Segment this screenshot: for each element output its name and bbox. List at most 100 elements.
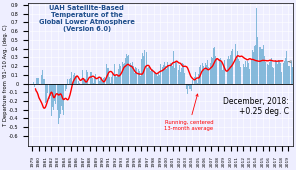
Bar (144, 49, 145, 83)
Bar (45, 83, 46, 103)
Bar (186, 83, 187, 84)
Bar (111, 77, 112, 83)
Bar (119, 64, 120, 83)
Bar (249, 61, 250, 83)
Bar (225, 57, 226, 83)
Bar (34, 83, 35, 87)
Bar (246, 67, 247, 83)
Bar (131, 65, 132, 83)
Bar (234, 44, 235, 83)
Bar (287, 61, 288, 83)
Bar (158, 72, 159, 83)
Bar (293, 64, 294, 83)
Bar (78, 81, 79, 83)
Bar (217, 63, 218, 83)
Bar (91, 72, 92, 83)
Bar (204, 70, 205, 83)
Bar (228, 56, 229, 83)
Bar (136, 67, 137, 83)
Bar (142, 53, 143, 83)
Bar (118, 69, 119, 83)
Bar (172, 66, 173, 83)
Bar (198, 74, 199, 83)
Bar (263, 45, 264, 83)
Bar (264, 56, 265, 83)
Bar (138, 69, 139, 83)
Bar (56, 83, 57, 100)
Bar (295, 53, 296, 83)
Bar (231, 51, 232, 83)
Bar (279, 61, 280, 83)
Bar (101, 77, 102, 83)
Bar (286, 51, 287, 83)
Bar (84, 79, 85, 83)
Bar (127, 56, 128, 83)
Bar (202, 69, 203, 83)
Bar (134, 73, 135, 83)
Bar (239, 61, 240, 83)
Bar (147, 68, 148, 83)
Bar (109, 77, 110, 83)
Bar (55, 83, 56, 104)
Bar (75, 76, 76, 83)
Bar (170, 60, 171, 83)
Bar (98, 78, 99, 83)
Bar (35, 83, 36, 85)
Bar (240, 67, 241, 83)
Bar (80, 81, 81, 83)
Bar (294, 59, 295, 83)
Bar (173, 52, 174, 83)
Bar (196, 80, 197, 83)
Bar (200, 65, 201, 83)
Bar (255, 45, 256, 83)
Bar (192, 80, 193, 83)
Bar (288, 66, 289, 83)
Bar (64, 83, 65, 98)
Bar (206, 65, 207, 83)
Bar (189, 83, 190, 89)
Bar (209, 67, 210, 83)
Bar (162, 67, 163, 83)
Bar (152, 69, 153, 83)
Bar (178, 74, 179, 83)
Bar (235, 44, 236, 83)
Bar (214, 47, 215, 83)
Bar (133, 66, 134, 83)
Bar (256, 8, 257, 83)
Bar (61, 83, 62, 106)
Bar (122, 62, 123, 83)
Bar (125, 58, 126, 83)
Bar (52, 83, 53, 107)
Bar (39, 83, 40, 86)
Bar (237, 51, 238, 83)
Text: UAH Satellite-Based
Temperature of the
Global Lower Atmosphere
(Version 6.0): UAH Satellite-Based Temperature of the G… (39, 5, 135, 32)
Bar (95, 74, 96, 83)
Bar (103, 78, 104, 83)
Bar (168, 65, 169, 83)
Bar (116, 77, 117, 83)
Bar (243, 64, 244, 83)
Bar (47, 83, 48, 93)
Bar (270, 60, 271, 83)
Bar (60, 83, 61, 114)
Bar (88, 74, 89, 83)
Bar (280, 63, 281, 83)
Bar (273, 69, 274, 83)
Bar (99, 81, 100, 83)
Bar (68, 83, 69, 84)
Bar (229, 59, 230, 83)
Bar (54, 83, 55, 101)
Bar (219, 59, 220, 83)
Bar (201, 64, 202, 83)
Bar (106, 64, 107, 83)
Bar (267, 64, 268, 83)
Bar (163, 65, 164, 83)
Bar (227, 59, 228, 83)
Bar (156, 74, 157, 83)
Bar (40, 83, 41, 88)
Bar (171, 63, 172, 83)
Bar (36, 78, 37, 83)
Bar (126, 54, 127, 83)
Bar (123, 64, 124, 83)
Bar (216, 59, 217, 83)
